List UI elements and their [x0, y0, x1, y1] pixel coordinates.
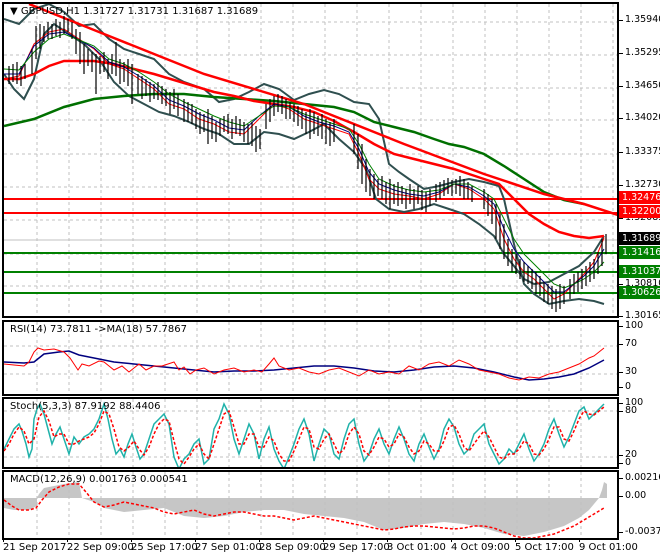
time-tick: 22 Sep 09:00: [67, 538, 134, 553]
rsi-tick: 30: [619, 366, 637, 377]
stoch-d-line: [4, 406, 605, 466]
price-tick: 1.32730: [619, 179, 660, 190]
bollinger-lower: [4, 22, 605, 286]
price-tick: 1.30165: [619, 310, 660, 321]
ma-fast-green: [4, 33, 605, 289]
current-price-tag: 1.31689: [619, 232, 660, 245]
support-tag: 1.31416: [619, 246, 660, 259]
price-tick: 1.35940: [619, 14, 660, 25]
stochastic-axis: 100 80 20 0: [619, 397, 660, 469]
time-tick: 21 Sep 2017: [3, 538, 67, 553]
price-tick: 1.35295: [619, 47, 660, 58]
rsi-label: RSI(14) 73.7811 ->MA(18) 57.7867: [10, 324, 187, 335]
time-tick: 27 Sep 01:00: [195, 538, 262, 553]
rsi-axis: 100 70 30 0: [619, 320, 660, 396]
macd-label: MACD(12,26,9) 0.001763 0.000541: [10, 474, 188, 485]
time-tick: 9 Oct 01:00: [579, 538, 638, 553]
stoch-tick: 20: [619, 449, 637, 460]
main-chart-plot: [4, 4, 617, 316]
price-axis[interactable]: 1.35940 1.35295 1.34650 1.34020 1.33375 …: [619, 2, 660, 321]
stoch-k-line: [4, 401, 605, 467]
time-tick: 25 Sep 17:00: [131, 538, 198, 553]
macd-axis: 0.002166 0.00 -0.003756: [619, 470, 660, 540]
stoch-tick: 100: [619, 397, 643, 408]
resistance-tag: 1.32200: [619, 205, 660, 218]
time-tick: 28 Sep 09:00: [259, 538, 326, 553]
rsi-tick: 0: [619, 381, 631, 392]
time-tick: 29 Sep 17:00: [323, 538, 390, 553]
stochastic-panel[interactable]: Stoch(5,3,3) 87.9192 88.4406: [2, 397, 619, 469]
rsi-tick: 70: [619, 338, 637, 349]
ma-fast-red: [4, 28, 605, 300]
stoch-tick: 80: [619, 405, 637, 416]
stochastic-plot: [4, 399, 617, 467]
rsi-line: [4, 347, 605, 381]
stoch-tick: 0: [619, 457, 631, 468]
trendline: [28, 4, 617, 217]
main-chart-panel[interactable]: ▼ GBPUSD,H1 1.31727 1.31731 1.31687 1.31…: [2, 2, 619, 318]
price-tick: 1.34650: [619, 80, 660, 91]
rsi-panel[interactable]: RSI(14) 73.7811 ->MA(18) 57.7867: [2, 320, 619, 396]
macd-signal-line: [4, 483, 605, 538]
rsi-plot: [4, 322, 617, 394]
time-tick: 3 Oct 01:00: [387, 538, 446, 553]
macd-histogram: [4, 482, 607, 536]
macd-panel[interactable]: MACD(12,26,9) 0.001763 0.000541: [2, 470, 619, 540]
collapse-triangle-icon[interactable]: ▼: [10, 6, 18, 17]
stochastic-label: Stoch(5,3,3) 87.9192 88.4406: [10, 401, 161, 412]
macd-tick: -0.003756: [619, 526, 660, 537]
price-bars: [8, 16, 607, 312]
time-axis[interactable]: 21 Sep 2017 22 Sep 09:00 25 Sep 17:00 27…: [0, 538, 660, 560]
price-tick: 1.33375: [619, 146, 660, 157]
rsi-tick: 100: [619, 320, 643, 331]
price-tick: 1.30810: [619, 278, 660, 289]
time-tick: 4 Oct 09:00: [451, 538, 510, 553]
support-tag: 1.31037: [619, 265, 660, 278]
price-tick: 1.34020: [619, 112, 660, 123]
resistance-tag: 1.32476: [619, 191, 660, 204]
rsi-ma-line: [4, 350, 605, 381]
time-tick: 5 Oct 17:00: [515, 538, 574, 553]
macd-tick: 0.00: [619, 490, 646, 501]
macd-tick: 0.002166: [619, 472, 660, 483]
symbol-title: ▼ GBPUSD,H1 1.31727 1.31731 1.31687 1.31…: [10, 6, 259, 17]
macd-plot: [4, 472, 607, 538]
support-tag: 1.30626: [619, 286, 660, 299]
ma-200-line: [4, 92, 585, 206]
